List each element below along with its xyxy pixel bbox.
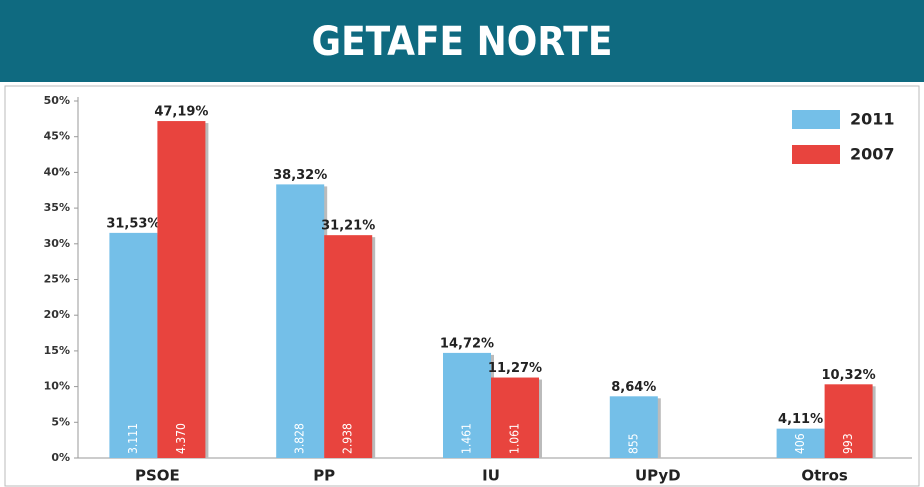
y-tick-label: 35% bbox=[44, 201, 70, 214]
y-tick-label: 20% bbox=[44, 308, 70, 321]
count-label: 855 bbox=[626, 433, 640, 454]
value-label: 14,72% bbox=[440, 336, 494, 351]
bar bbox=[324, 235, 373, 458]
value-label: 38,32% bbox=[273, 168, 327, 183]
value-label: 31,21% bbox=[321, 219, 375, 234]
legend-swatch bbox=[792, 145, 840, 164]
y-tick-label: 50% bbox=[44, 94, 70, 107]
x-tick-label: UPyD bbox=[635, 467, 681, 485]
bar bbox=[776, 428, 825, 458]
bar bbox=[609, 396, 658, 458]
x-tick-label: PP bbox=[313, 467, 335, 485]
x-tick-label: IU bbox=[482, 467, 500, 485]
x-tick-label: PSOE bbox=[135, 467, 180, 485]
count-label: 1.061 bbox=[508, 423, 522, 454]
count-label: 3.828 bbox=[293, 423, 307, 454]
bar bbox=[276, 184, 325, 458]
y-tick-label: 10% bbox=[44, 380, 70, 393]
value-label: 8,64% bbox=[611, 380, 656, 395]
bar bbox=[109, 232, 158, 458]
count-label: 4.370 bbox=[174, 423, 188, 454]
value-label: 47,19% bbox=[154, 105, 208, 120]
y-tick-label: 40% bbox=[44, 165, 70, 178]
chart-title: GETAFE NORTE bbox=[312, 19, 613, 65]
bar bbox=[157, 121, 206, 458]
x-tick-label: Otros bbox=[801, 467, 848, 485]
count-label: 993 bbox=[841, 433, 855, 454]
y-tick-label: 25% bbox=[44, 273, 70, 286]
y-tick-label: 45% bbox=[44, 130, 70, 143]
value-label: 4,11% bbox=[778, 412, 823, 427]
value-label: 31,53% bbox=[106, 216, 160, 231]
count-label: 2.938 bbox=[341, 423, 355, 454]
value-label: 10,32% bbox=[822, 368, 876, 383]
y-tick-label: 5% bbox=[51, 415, 70, 428]
bar bbox=[491, 377, 539, 458]
legend-label: 2011 bbox=[850, 110, 895, 129]
count-label: 3.111 bbox=[126, 423, 140, 454]
value-label: 11,27% bbox=[488, 361, 542, 376]
legend-swatch bbox=[792, 110, 840, 129]
y-tick-label: 15% bbox=[44, 344, 70, 357]
y-tick-label: 0% bbox=[51, 451, 70, 464]
y-tick-label: 30% bbox=[44, 237, 70, 250]
bar bbox=[824, 384, 873, 458]
title-banner bbox=[0, 0, 924, 82]
plot-frame bbox=[4, 85, 920, 487]
legend-label: 2007 bbox=[850, 145, 895, 164]
bar bbox=[443, 352, 491, 458]
count-label: 406 bbox=[793, 433, 807, 454]
count-label: 1.461 bbox=[460, 423, 474, 454]
